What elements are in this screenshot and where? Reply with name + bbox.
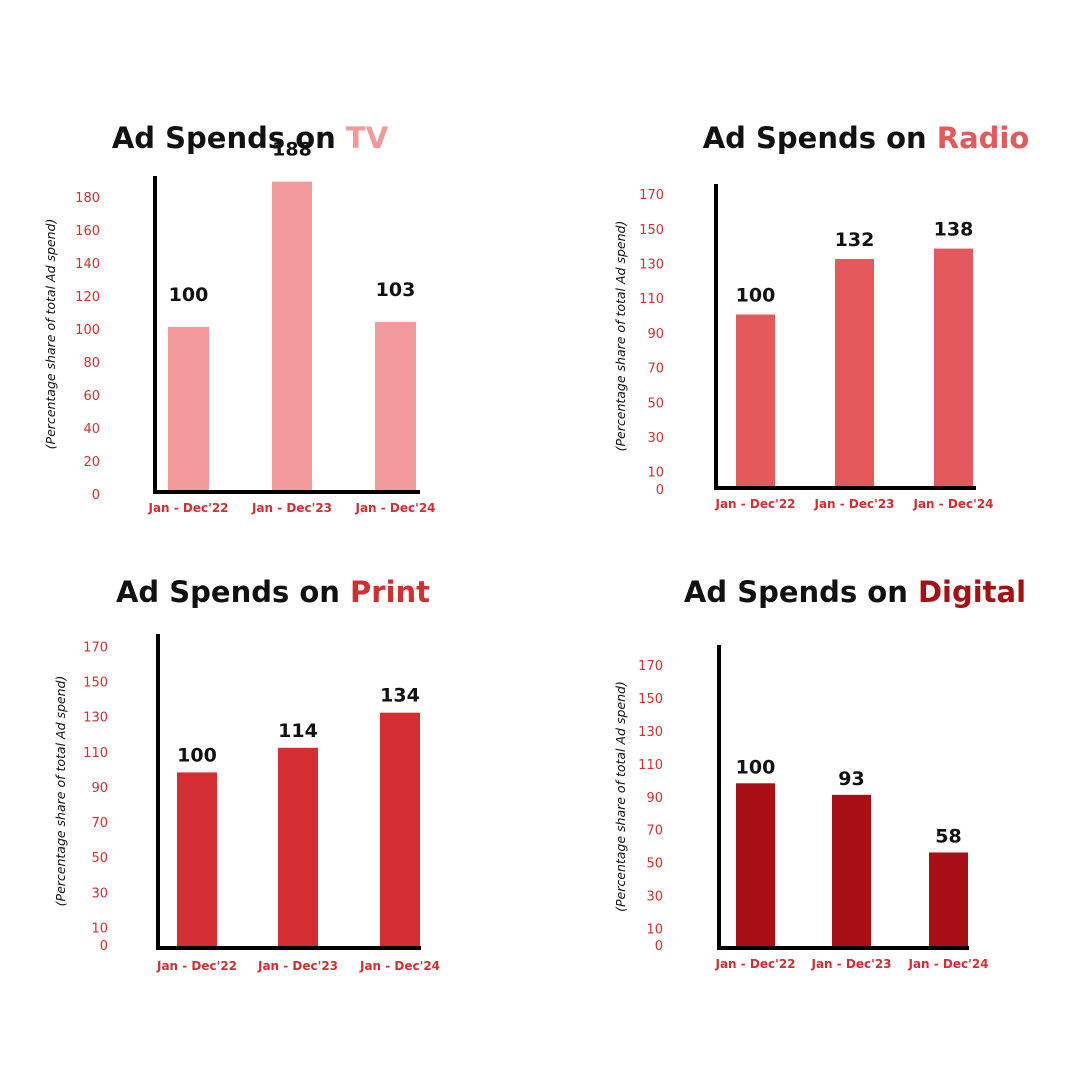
data-label: 103: [376, 279, 416, 301]
y-tick-label: 150: [638, 692, 663, 707]
x-category-label: Jan - Dec'23: [251, 501, 332, 515]
bar: [736, 314, 775, 488]
y-tick-label: 140: [75, 257, 100, 272]
y-tick-label: 110: [638, 758, 663, 773]
y-tick-label: 90: [91, 781, 108, 796]
y-tick-label: 50: [646, 857, 663, 872]
y-tick-label: 120: [75, 290, 100, 305]
chart-title-highlight: Radio: [937, 121, 1030, 155]
data-label: 58: [935, 825, 961, 847]
data-label: 100: [736, 756, 776, 778]
data-label: 134: [380, 685, 420, 707]
y-tick-label: 0: [100, 939, 108, 954]
x-category-label: Jan - Dec'24: [907, 957, 988, 971]
y-tick-label: 70: [647, 362, 664, 377]
y-axis-label: (Percentage share of total Ad spend): [613, 681, 628, 912]
bar: [929, 852, 968, 948]
y-tick-label: 90: [646, 791, 663, 806]
y-tick-label: 150: [639, 223, 664, 238]
y-tick-label: 30: [647, 431, 664, 446]
y-tick-label: 180: [75, 191, 100, 206]
y-axis-label: (Percentage share of total Ad spend): [53, 676, 68, 907]
chart-title-highlight: Print: [350, 575, 430, 609]
data-label: 100: [177, 744, 217, 766]
chart-title-highlight: Digital: [918, 575, 1026, 609]
y-tick-label: 0: [655, 939, 663, 954]
chart-title-prefix: Ad Spends on: [684, 575, 918, 609]
x-category-label: Jan - Dec'22: [156, 959, 237, 973]
y-tick-label: 150: [83, 676, 108, 691]
y-tick-label: 160: [75, 224, 100, 239]
y-tick-label: 60: [83, 389, 100, 404]
x-category-label: Jan - Dec'24: [912, 497, 993, 511]
bar: [736, 783, 775, 948]
y-tick-label: 50: [647, 396, 664, 411]
bar: [272, 181, 312, 492]
x-category-label: Jan - Dec'23: [810, 957, 891, 971]
y-tick-label: 170: [638, 659, 663, 674]
y-tick-label: 170: [83, 640, 108, 655]
chart-title-highlight: TV: [346, 121, 389, 155]
y-tick-label: 100: [75, 323, 100, 338]
x-category-label: Jan - Dec'22: [147, 501, 228, 515]
y-tick-label: 40: [83, 422, 100, 437]
y-tick-label: 70: [646, 824, 663, 839]
y-tick-label: 10: [91, 921, 108, 936]
chart-title: Ad Spends on Digital: [684, 575, 1026, 609]
data-label: 100: [736, 285, 776, 307]
y-tick-label: 10: [646, 923, 663, 938]
x-category-label: Jan - Dec'22: [714, 957, 795, 971]
y-tick-label: 30: [646, 890, 663, 905]
bar: [177, 772, 217, 948]
y-tick-label: 130: [638, 725, 663, 740]
chart-title-prefix: Ad Spends on: [112, 121, 346, 155]
chart-panel-3: Ad Spends on Print (Percentage share of t…: [53, 575, 440, 973]
bar: [832, 794, 871, 948]
x-category-label: Jan - Dec'22: [714, 497, 795, 511]
x-category-label: Jan - Dec'23: [257, 959, 338, 973]
bar: [380, 712, 420, 948]
chart-title: Ad Spends on Radio: [703, 121, 1030, 155]
chart-panel-4: Ad Spends on Digital (Percentage share of…: [613, 575, 1026, 971]
bar: [835, 258, 874, 488]
y-tick-label: 170: [639, 188, 664, 203]
y-tick-label: 10: [647, 466, 664, 481]
data-label: 93: [838, 768, 864, 790]
data-label: 138: [934, 219, 974, 241]
y-tick-label: 70: [91, 816, 108, 831]
y-tick-label: 0: [656, 483, 664, 498]
y-tick-label: 50: [91, 851, 108, 866]
chart-title: Ad Spends on Print: [116, 575, 430, 609]
data-label: 114: [278, 720, 318, 742]
y-tick-label: 90: [647, 327, 664, 342]
chart-title-prefix: Ad Spends on: [703, 121, 937, 155]
y-tick-label: 30: [91, 886, 108, 901]
x-category-label: Jan - Dec'24: [354, 501, 435, 515]
bar: [934, 248, 973, 488]
chart-panel-2: Ad Spends on Radio (Percentage share of t…: [613, 121, 1029, 511]
data-label: 188: [272, 139, 312, 161]
y-tick-label: 110: [639, 292, 664, 307]
chart-title-prefix: Ad Spends on: [116, 575, 350, 609]
chart-panel-1: Ad Spends on TV (Percentage share of tota…: [43, 121, 436, 515]
y-tick-label: 80: [83, 356, 100, 371]
y-axis-label: (Percentage share of total Ad spend): [43, 219, 58, 450]
y-tick-label: 130: [639, 257, 664, 272]
bar: [278, 747, 318, 948]
y-axis-label: (Percentage share of total Ad spend): [613, 221, 628, 452]
bar: [168, 326, 209, 492]
y-tick-label: 130: [83, 711, 108, 726]
data-label: 132: [835, 229, 875, 251]
data-label: 100: [169, 284, 209, 306]
y-tick-label: 20: [83, 455, 100, 470]
y-tick-label: 110: [83, 746, 108, 761]
bar: [375, 321, 416, 492]
y-tick-label: 0: [92, 488, 100, 503]
chart-title: Ad Spends on TV: [112, 121, 389, 155]
x-category-label: Jan - Dec'24: [359, 959, 440, 973]
x-category-label: Jan - Dec'23: [813, 497, 894, 511]
